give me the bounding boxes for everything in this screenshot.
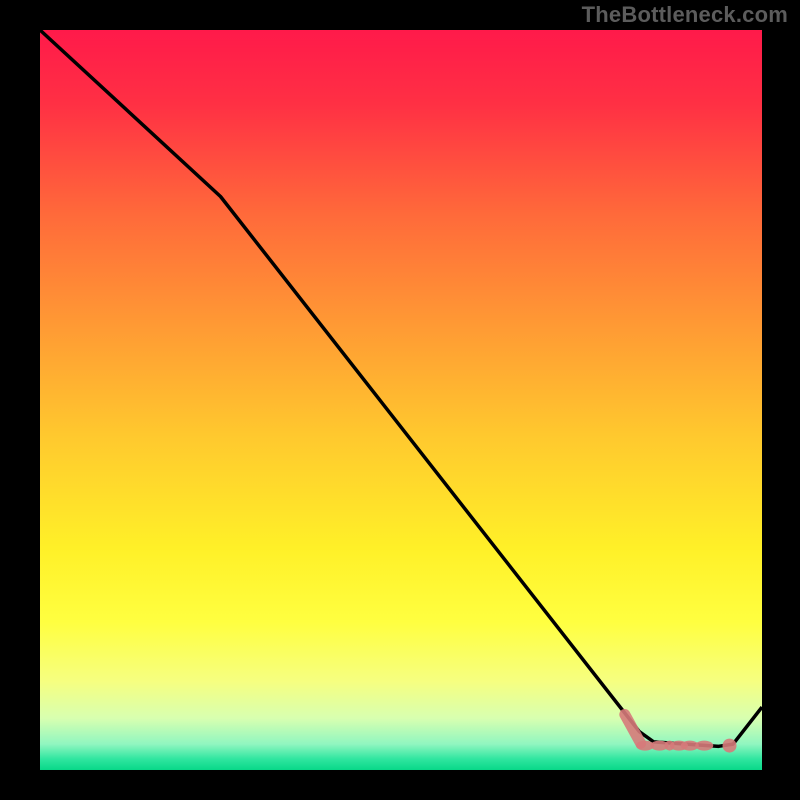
- plot-background: [40, 30, 762, 770]
- watermark-text: TheBottleneck.com: [582, 2, 788, 28]
- bottleneck-chart: [0, 0, 800, 800]
- chart-container: TheBottleneck.com: [0, 0, 800, 800]
